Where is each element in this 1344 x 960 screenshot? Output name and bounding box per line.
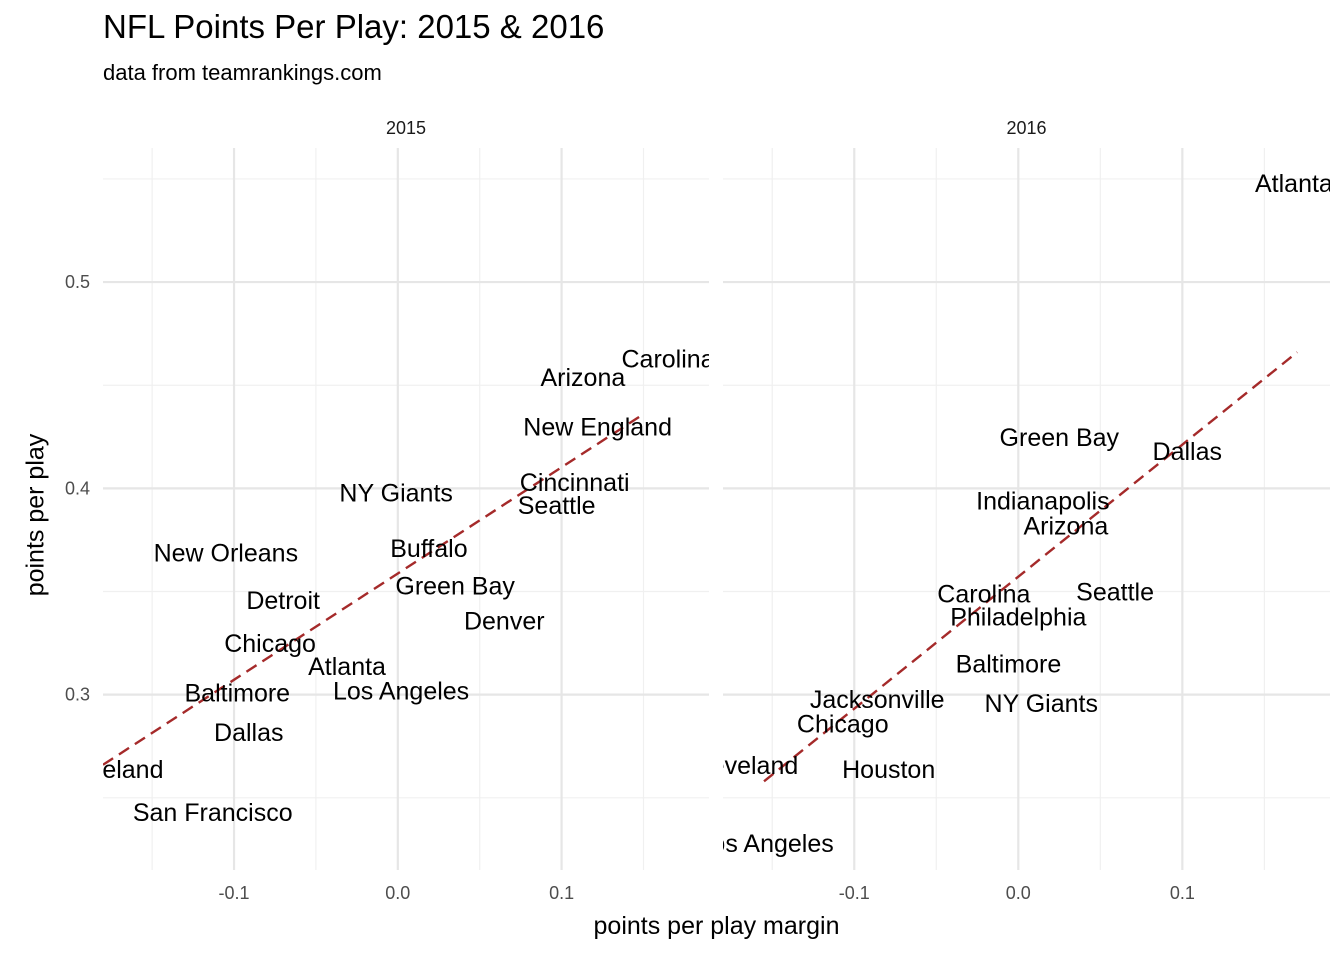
point-label-detroit: Detroit [246,587,320,615]
point-label-jacksonville: Jacksonville [810,686,945,714]
x-tick-label: 0.1 [1170,883,1195,903]
point-label-los-angeles: Los Angeles [333,678,469,706]
point-label-carolina: Carolina [621,345,714,373]
x-tick-label: 0.0 [385,883,410,903]
x-tick-label: -0.1 [219,883,250,903]
regression-line [763,351,1298,783]
facet-panel-2016: 2016 -0.1 0.0 0.1 Atlanta Green Bay Dallas Indi… [687,118,1333,903]
point-label-ny-giants: NY Giants [985,690,1098,718]
x-tick-label: 0.0 [1006,883,1031,903]
point-label-new-orleans: New Orleans [154,539,299,567]
point-label-chicago: Chicago [224,630,316,658]
point-label-baltimore: Baltimore [956,651,1062,679]
point-label-dallas: Dallas [1153,438,1222,466]
point-label-seattle: Seattle [518,492,596,520]
point-label-buffalo: Buffalo [390,535,467,563]
point-label-arizona: Arizona [541,364,626,392]
regression-line [103,413,645,766]
point-label-atlanta: Atlanta [308,653,386,681]
y-tick-label: 0.5 [65,272,90,292]
x-axis-label: points per play margin [593,912,840,940]
x-tick-label: -0.1 [839,883,870,903]
point-labels: Atlanta Green Bay Dallas IndianapolisArizon… [687,170,1333,858]
y-tick-label: 0.3 [65,685,90,705]
point-label-indianapolis: Indianapolis [976,488,1109,516]
point-label-cleveland: Cleveland [687,752,798,780]
point-label-houston: Houston [842,756,935,784]
point-label-arizona: Arizona [1023,513,1108,541]
point-label-chicago: Chicago [797,711,889,739]
point-label-cincinnati: Cincinnati [520,469,630,497]
point-label-cleveland: Cleveland [52,756,163,784]
chart-title: NFL Points Per Play: 2015 & 2016 [103,8,605,45]
point-label-green-bay: Green Bay [1000,424,1120,452]
y-tick-label: 0.4 [65,478,90,498]
chart-subtitle: data from teamrankings.com [103,60,382,85]
point-label-new-england: New England [523,413,672,441]
facet-strip-label: 2016 [1006,118,1046,138]
point-label-los-angeles: Los Angeles [698,830,834,858]
x-tick-label: 0.1 [549,883,574,903]
point-label-carolina: Carolina [937,581,1030,609]
point-label-denver: Denver [464,607,545,635]
point-label-ny-giants: NY Giants [339,479,452,507]
point-label-dallas: Dallas [214,719,283,747]
point-label-san-francisco: San Francisco [133,799,293,827]
point-label-seattle: Seattle [1076,579,1154,607]
point-label-atlanta: Atlanta [1255,170,1333,198]
point-label-philadelphia: Philadelphia [950,603,1086,631]
point-label-baltimore: Baltimore [185,680,291,708]
point-label-green-bay: Green Bay [395,572,515,600]
facet-strip-label: 2015 [386,118,426,138]
